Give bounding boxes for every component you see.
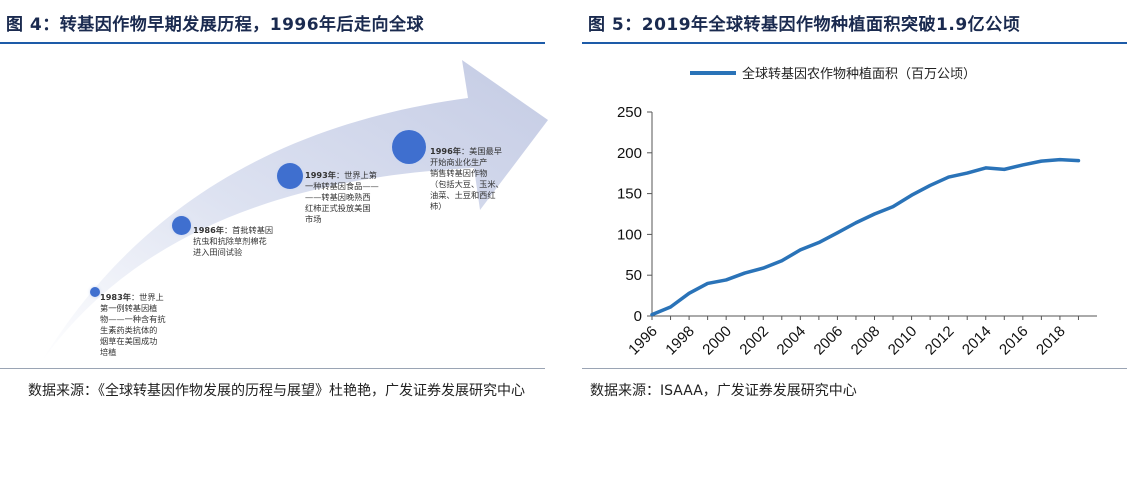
data-point	[947, 175, 951, 179]
x-tick-label: 2012	[922, 323, 958, 359]
data-point	[1002, 167, 1006, 171]
milestone-line: 第一例转基因植	[100, 303, 158, 313]
data-point	[669, 305, 673, 309]
x-tick-label: 2018	[1033, 323, 1069, 359]
milestone-line: 抗虫和抗除草剂棉花	[193, 236, 267, 246]
milestone-line: ：世界上第	[335, 170, 377, 180]
data-point	[854, 221, 858, 225]
data-point	[798, 248, 802, 252]
milestone-text: 1993年：世界上第 一种转基因食品—— ——转基因晚熟西 红柿正式投放美国 市场	[305, 170, 379, 225]
x-tick-label: 2006	[811, 323, 847, 359]
figure-5-title: 图 5：2019年全球转基因作物种植面积突破1.9亿公顷	[588, 15, 1021, 35]
data-point	[984, 166, 988, 170]
data-point	[1058, 158, 1062, 162]
milestone-text: 1983年：世界上 第一例转基因植 物——一种含有抗 生素药类抗体的 烟草在美国成功 培植	[100, 292, 166, 358]
series-line	[650, 157, 1081, 317]
x-tick-label: 2008	[848, 323, 884, 359]
figure-5-panel: 图 5：2019年全球转基因作物种植面积突破1.9亿公顷 全球转基因农作物种植面…	[582, 0, 1135, 489]
chart-legend: 全球转基因农作物种植面积（百万公顷）	[690, 63, 976, 82]
milestone-line: 红柿正式投放美国	[305, 203, 371, 213]
milestone-line: 生素药类抗体的	[100, 325, 158, 335]
data-point	[965, 171, 969, 175]
milestone-year: 1983年	[100, 292, 131, 302]
milestone-line: ：美国最早	[460, 146, 502, 156]
x-tick-label: 2000	[699, 323, 735, 359]
milestone-dot	[172, 216, 191, 235]
data-point	[780, 259, 784, 263]
milestone-line: 油菜、土豆和西红	[430, 190, 496, 200]
milestone-line: 进入田间试验	[193, 247, 243, 257]
milestone-year: 1996年	[430, 146, 461, 156]
source-divider	[582, 368, 1127, 369]
data-point	[1021, 163, 1025, 167]
data-point	[1076, 159, 1080, 163]
x-tick-label: 1998	[662, 323, 698, 359]
data-point	[873, 212, 876, 216]
data-point	[891, 205, 895, 209]
data-point	[724, 278, 728, 282]
data-point	[1039, 159, 1043, 163]
milestone-line: 培植	[100, 347, 117, 357]
data-point	[687, 291, 691, 295]
milestone-line: 销售转基因作物	[430, 168, 488, 178]
title-divider	[582, 42, 1127, 44]
milestone-line: ：首批转基因	[223, 225, 274, 235]
figure-4-panel: 图 4：转基因作物早期发展历程，1996年后走向全球 1983年：世界上 第一例转…	[0, 0, 553, 489]
milestone-line: 市场	[305, 214, 322, 224]
x-tick-label: 2004	[774, 323, 810, 359]
milestone-dot	[392, 130, 426, 164]
milestone-line: 柿）	[430, 201, 447, 211]
milestone-dot	[277, 163, 303, 189]
legend-line-swatch	[690, 70, 736, 75]
milestone-line: ：世界上	[130, 292, 164, 302]
y-tick-label: 50	[625, 267, 642, 284]
x-tick-label: 1996	[625, 323, 661, 359]
data-point	[761, 266, 765, 270]
milestone-line: ——转基因晚熟西	[305, 192, 371, 202]
milestone-line: 一种转基因食品——	[305, 181, 379, 191]
milestone-text: 1986年：首批转基因 抗虫和抗除草剂棉花 进入田间试验	[193, 225, 273, 258]
milestone-line: （包括大豆、玉米、	[430, 179, 504, 189]
data-point	[910, 193, 914, 197]
y-tick-label: 0	[634, 308, 642, 325]
source-divider	[0, 368, 545, 369]
data-point	[706, 281, 710, 285]
milestone-year: 1986年	[193, 225, 224, 235]
x-tick-label: 2016	[996, 323, 1032, 359]
y-tick-label: 200	[617, 145, 642, 162]
data-point	[835, 231, 839, 235]
figure-4-title: 图 4：转基因作物早期发展历程，1996年后走向全球	[6, 15, 425, 35]
milestone-line: 烟草在美国成功	[100, 336, 158, 346]
data-point	[928, 183, 932, 187]
title-divider	[0, 42, 545, 44]
x-tick-label: 2014	[959, 323, 995, 359]
milestone-dot	[90, 287, 100, 297]
data-point	[743, 271, 747, 275]
milestone-line: 物——一种含有抗	[100, 314, 166, 324]
x-tick-label: 2002	[736, 323, 772, 359]
legend-label: 全球转基因农作物种植面积（百万公顷）	[742, 67, 977, 82]
y-tick-label: 250	[617, 104, 642, 121]
data-point	[650, 313, 654, 317]
x-tick-label: 2010	[885, 323, 921, 359]
milestone-year: 1993年	[305, 170, 336, 180]
milestone-text: 1996年：美国最早 开始商业化生产 销售转基因作物 （包括大豆、玉米、 油菜、土豆和西…	[430, 146, 504, 212]
data-point	[817, 241, 821, 245]
y-tick-label: 150	[617, 186, 642, 203]
figure-5-source: 数据来源：ISAAA，广发证券发展研究中心	[590, 383, 857, 399]
y-tick-label: 100	[617, 226, 642, 243]
figure-4-source: 数据来源：《全球转基因作物发展的历程与展望》杜艳艳，广发证券发展研究中心	[28, 383, 525, 399]
milestone-line: 开始商业化生产	[430, 157, 488, 167]
